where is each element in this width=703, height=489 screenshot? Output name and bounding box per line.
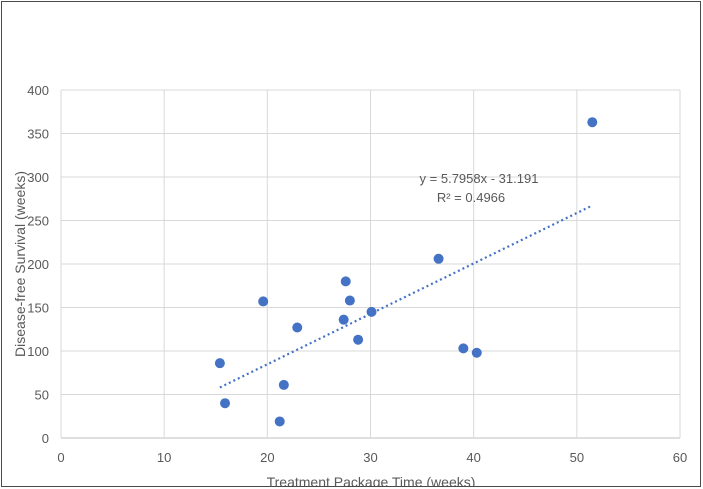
x-tick-label: 50 <box>570 450 584 465</box>
data-point <box>433 253 444 264</box>
trendline-group <box>219 204 593 389</box>
x-tick-label: 40 <box>466 450 480 465</box>
data-point <box>220 398 231 409</box>
data-point <box>458 343 469 354</box>
y-axis-title: Disease-free Survival (weeks) <box>12 171 28 357</box>
data-point <box>587 117 598 128</box>
y-tick-label: 100 <box>27 344 49 359</box>
data-point <box>340 276 351 287</box>
x-tick-label: 30 <box>363 450 377 465</box>
data-point <box>471 347 482 358</box>
data-point <box>353 334 364 345</box>
x-tick-label: 0 <box>57 450 64 465</box>
trendline <box>219 204 593 389</box>
x-tick-label: 20 <box>260 450 274 465</box>
y-tick-label: 300 <box>27 170 49 185</box>
data-point <box>344 295 355 306</box>
y-tick-label: 250 <box>27 214 49 229</box>
data-points <box>214 117 598 427</box>
y-tick-label: 400 <box>27 83 49 98</box>
x-tick-label: 10 <box>157 450 171 465</box>
data-point <box>338 314 349 325</box>
x-axis-title: Treatment Package Time (weeks) <box>267 474 476 487</box>
data-point <box>366 306 377 317</box>
trendline-equation: y = 5.7958x - 31.191 <box>420 171 539 186</box>
data-point <box>214 358 225 369</box>
y-tick-label: 50 <box>35 388 49 403</box>
data-point <box>258 296 269 307</box>
data-point <box>274 416 285 427</box>
y-tick-label: 200 <box>27 257 49 272</box>
y-tick-label: 150 <box>27 301 49 316</box>
x-tick-labels: 0 10 20 30 40 50 60 <box>57 450 687 465</box>
y-tick-label: 350 <box>27 127 49 142</box>
y-tick-labels: 0 50 100 150 200 250 300 350 400 <box>27 83 49 446</box>
y-tick-label: 0 <box>42 431 49 446</box>
data-point <box>292 322 303 333</box>
trendline-r-squared: R² = 0.4966 <box>437 190 505 205</box>
grid-lines <box>60 89 681 439</box>
data-point <box>278 379 289 390</box>
x-tick-label: 60 <box>673 450 687 465</box>
